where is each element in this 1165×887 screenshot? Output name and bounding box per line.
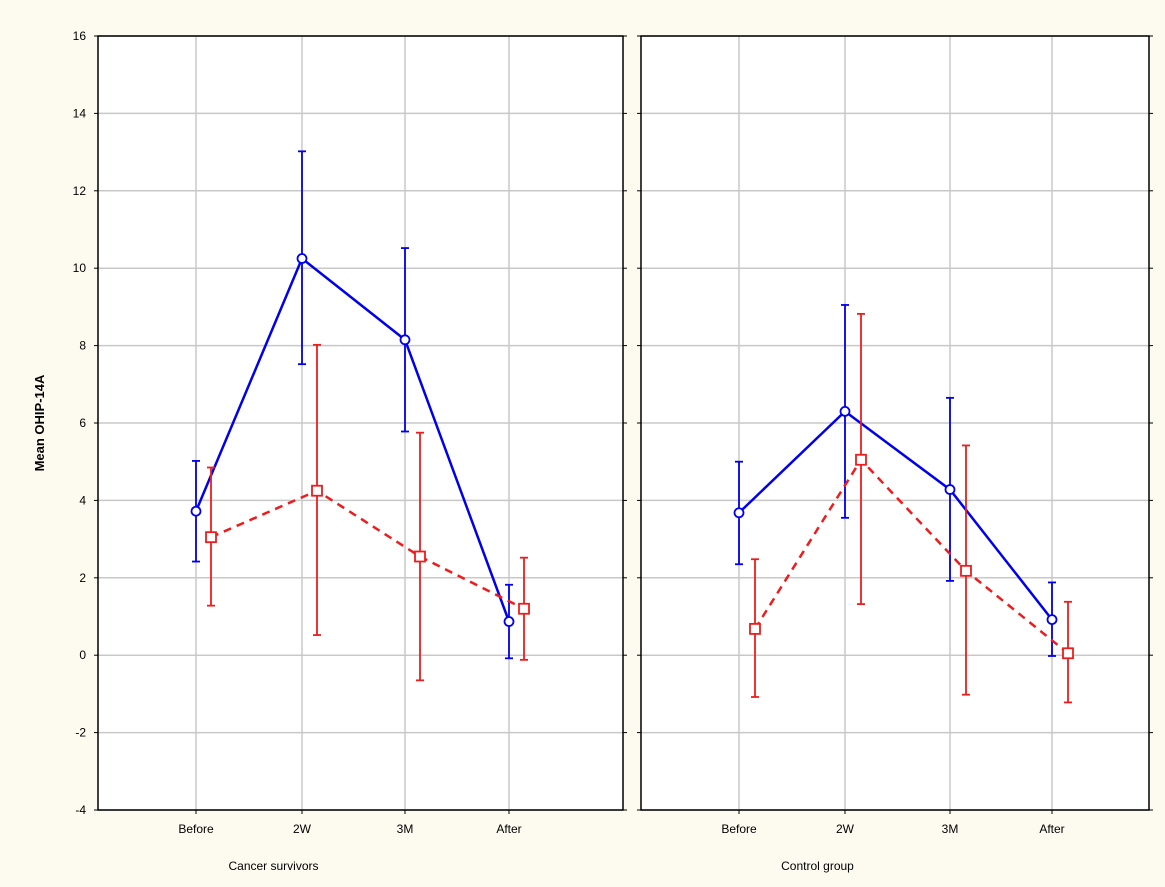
y-tick-label: 4 [79, 493, 86, 507]
data-point [205, 531, 217, 544]
x-tick-label: 3M [942, 822, 959, 836]
y-tick-label: 16 [73, 29, 87, 43]
data-point [296, 253, 308, 264]
series-line [753, 457, 1069, 655]
x-tick-label: After [1039, 822, 1064, 836]
data-point [749, 622, 761, 635]
y-tick-label: 14 [73, 106, 87, 120]
data-point [960, 564, 972, 577]
data-point [733, 507, 745, 519]
data-point [190, 505, 202, 517]
y-tick-label: -2 [75, 726, 86, 740]
y-tick-label: 6 [79, 416, 86, 430]
series-2 [749, 312, 1074, 704]
y-tick-label: 8 [79, 339, 86, 353]
x-tick-label: 2W [836, 822, 855, 836]
x-tick-label: Before [721, 822, 757, 836]
data-point [1046, 614, 1058, 625]
panel-label: Cancer survivors [228, 859, 318, 873]
y-tick-label: 0 [79, 648, 86, 662]
series-line [194, 256, 511, 622]
data-point [311, 484, 323, 497]
data-point [855, 453, 867, 466]
data-point [414, 550, 426, 563]
series-line [738, 409, 1053, 621]
y-tick-label: 10 [73, 261, 87, 275]
data-point [839, 405, 851, 417]
series-1 [190, 150, 515, 660]
series-2 [205, 343, 530, 682]
data-point [1062, 647, 1074, 660]
y-tick-label: -4 [75, 803, 86, 817]
data-point [944, 484, 956, 495]
panel-2: Before 2W 3M After Control group [637, 35, 1153, 873]
x-tick-label: After [496, 822, 521, 836]
series-1 [733, 304, 1058, 657]
panel-label: Control group [781, 859, 854, 873]
panel-1: Before 2W 3M After -4 -2 0 2 4 6 8 10 12 14 16 Cancer s… [73, 29, 627, 873]
plot-frame [640, 35, 1150, 811]
series-line [210, 489, 525, 610]
y-tick-label: 12 [73, 184, 87, 198]
x-tick-label: 3M [397, 822, 414, 836]
data-point [399, 334, 411, 346]
y-tick-label: 2 [79, 571, 86, 585]
x-tick-label: 2W [293, 822, 312, 836]
plot-frame [97, 35, 624, 811]
data-point [518, 602, 530, 615]
x-tick-label: Before [178, 822, 214, 836]
data-point [503, 616, 515, 627]
panels: Before 2W 3M After -4 -2 0 2 4 6 8 10 12 14 16 Cancer s… [73, 29, 1153, 873]
y-axis-label: Mean OHIP-14A [32, 374, 47, 471]
